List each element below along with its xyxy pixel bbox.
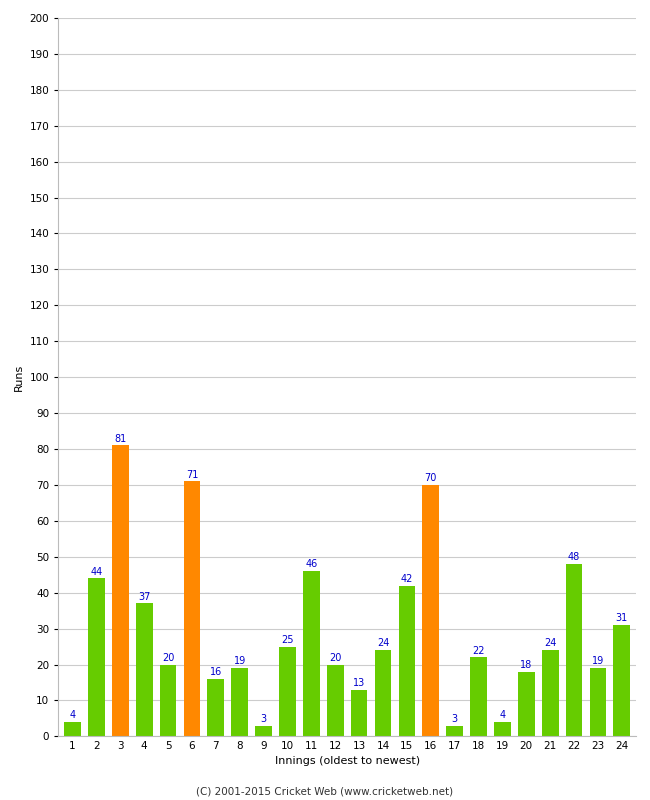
Bar [447, 726, 463, 736]
Y-axis label: Runs: Runs [14, 363, 24, 390]
Text: 3: 3 [261, 714, 266, 724]
Text: 20: 20 [162, 653, 174, 662]
Bar [255, 726, 272, 736]
Bar [374, 650, 391, 736]
Text: 16: 16 [210, 667, 222, 677]
Bar [542, 650, 558, 736]
Bar [494, 722, 511, 736]
Text: 19: 19 [592, 656, 604, 666]
Text: 3: 3 [452, 714, 458, 724]
Text: 37: 37 [138, 592, 150, 602]
Text: 18: 18 [520, 660, 532, 670]
Text: 4: 4 [70, 710, 75, 720]
Text: 81: 81 [114, 434, 127, 444]
Text: 70: 70 [424, 473, 437, 483]
Text: 71: 71 [186, 470, 198, 479]
Bar [470, 658, 487, 736]
Bar [566, 564, 582, 736]
Text: 42: 42 [400, 574, 413, 584]
Bar [398, 586, 415, 736]
Bar [88, 578, 105, 736]
Bar [590, 668, 606, 736]
Text: 22: 22 [473, 646, 485, 655]
Text: 46: 46 [306, 559, 317, 570]
Bar [183, 482, 200, 736]
Bar [160, 665, 176, 736]
Bar [207, 679, 224, 736]
Text: 4: 4 [499, 710, 506, 720]
Text: 13: 13 [353, 678, 365, 688]
X-axis label: Innings (oldest to newest): Innings (oldest to newest) [274, 756, 420, 766]
Bar [112, 446, 129, 736]
Text: 44: 44 [90, 566, 103, 577]
Bar [279, 646, 296, 736]
Bar [231, 668, 248, 736]
Text: 19: 19 [233, 656, 246, 666]
Bar [303, 571, 320, 736]
Text: 25: 25 [281, 634, 294, 645]
Text: 24: 24 [377, 638, 389, 648]
Text: 48: 48 [568, 552, 580, 562]
Bar [327, 665, 344, 736]
Text: 24: 24 [544, 638, 556, 648]
Text: 31: 31 [616, 614, 628, 623]
Bar [136, 603, 153, 736]
Text: 20: 20 [329, 653, 341, 662]
Bar [518, 672, 534, 736]
Bar [422, 485, 439, 736]
Bar [64, 722, 81, 736]
Bar [614, 625, 630, 736]
Text: (C) 2001-2015 Cricket Web (www.cricketweb.net): (C) 2001-2015 Cricket Web (www.cricketwe… [196, 786, 454, 796]
Bar [351, 690, 367, 736]
